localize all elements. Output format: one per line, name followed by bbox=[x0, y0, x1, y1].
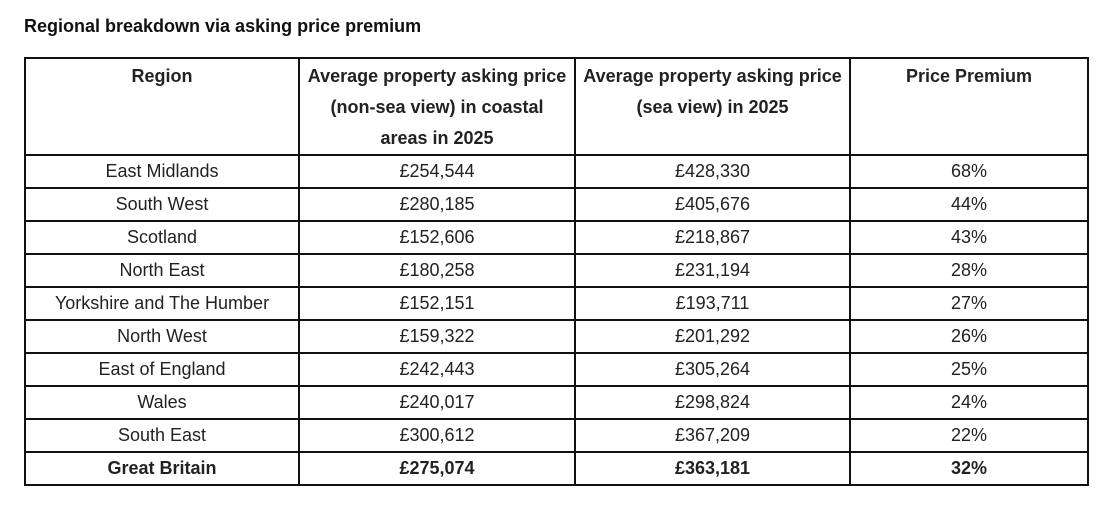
price-premium-cell: 26% bbox=[849, 319, 1089, 354]
price-premium-cell: 32% bbox=[849, 451, 1089, 486]
table-row: South West £280,185 £405,676 44% bbox=[24, 187, 1089, 222]
region-cell: East Midlands bbox=[24, 154, 300, 189]
non-sea-view-price-cell: £254,544 bbox=[298, 154, 576, 189]
table-row: North West £159,322 £201,292 26% bbox=[24, 319, 1089, 354]
table-row: Wales £240,017 £298,824 24% bbox=[24, 385, 1089, 420]
sea-view-price-cell: £367,209 bbox=[574, 418, 851, 453]
price-premium-cell: 28% bbox=[849, 253, 1089, 288]
sea-view-price-cell: £201,292 bbox=[574, 319, 851, 354]
region-cell: Wales bbox=[24, 385, 300, 420]
price-premium-cell: 22% bbox=[849, 418, 1089, 453]
region-cell: Yorkshire and The Humber bbox=[24, 286, 300, 321]
region-cell: North West bbox=[24, 319, 300, 354]
sea-view-price-cell: £298,824 bbox=[574, 385, 851, 420]
region-cell: South East bbox=[24, 418, 300, 453]
sea-view-price-cell: £231,194 bbox=[574, 253, 851, 288]
table-row: North East £180,258 £231,194 28% bbox=[24, 253, 1089, 288]
sea-view-price-cell: £363,181 bbox=[574, 451, 851, 486]
non-sea-view-price-cell: £280,185 bbox=[298, 187, 576, 222]
price-premium-cell: 24% bbox=[849, 385, 1089, 420]
region-cell: East of England bbox=[24, 352, 300, 387]
header-row: Region Average property asking price (no… bbox=[24, 57, 1089, 156]
regional-price-table: Region Average property asking price (no… bbox=[24, 57, 1089, 486]
header-region: Region bbox=[24, 57, 300, 156]
region-cell: Great Britain bbox=[24, 451, 300, 486]
table-row: South East £300,612 £367,209 22% bbox=[24, 418, 1089, 453]
non-sea-view-price-cell: £152,151 bbox=[298, 286, 576, 321]
sea-view-price-cell: £218,867 bbox=[574, 220, 851, 255]
region-cell: Scotland bbox=[24, 220, 300, 255]
non-sea-view-price-cell: £242,443 bbox=[298, 352, 576, 387]
header-sea-view-price: Average property asking price (sea view)… bbox=[574, 57, 851, 156]
non-sea-view-price-cell: £159,322 bbox=[298, 319, 576, 354]
price-premium-cell: 25% bbox=[849, 352, 1089, 387]
price-premium-cell: 43% bbox=[849, 220, 1089, 255]
non-sea-view-price-cell: £300,612 bbox=[298, 418, 576, 453]
sea-view-price-cell: £193,711 bbox=[574, 286, 851, 321]
table-row: Yorkshire and The Humber £152,151 £193,711… bbox=[24, 286, 1089, 321]
non-sea-view-price-cell: £275,074 bbox=[298, 451, 576, 486]
price-premium-cell: 44% bbox=[849, 187, 1089, 222]
header-price-premium: Price Premium bbox=[849, 57, 1089, 156]
region-cell: South West bbox=[24, 187, 300, 222]
header-non-sea-view-price: Average property asking price (non-sea v… bbox=[298, 57, 576, 156]
region-cell: North East bbox=[24, 253, 300, 288]
non-sea-view-price-cell: £240,017 bbox=[298, 385, 576, 420]
table-row: East Midlands £254,544 £428,330 68% bbox=[24, 154, 1089, 189]
sea-view-price-cell: £305,264 bbox=[574, 352, 851, 387]
table-row: East of England £242,443 £305,264 25% bbox=[24, 352, 1089, 387]
price-premium-cell: 27% bbox=[849, 286, 1089, 321]
non-sea-view-price-cell: £180,258 bbox=[298, 253, 576, 288]
sea-view-price-cell: £405,676 bbox=[574, 187, 851, 222]
non-sea-view-price-cell: £152,606 bbox=[298, 220, 576, 255]
total-row: Great Britain £275,074 £363,181 32% bbox=[24, 451, 1089, 486]
price-premium-cell: 68% bbox=[849, 154, 1089, 189]
table-title: Regional breakdown via asking price prem… bbox=[24, 16, 422, 36]
sea-view-price-cell: £428,330 bbox=[574, 154, 851, 189]
table-row: Scotland £152,606 £218,867 43% bbox=[24, 220, 1089, 255]
